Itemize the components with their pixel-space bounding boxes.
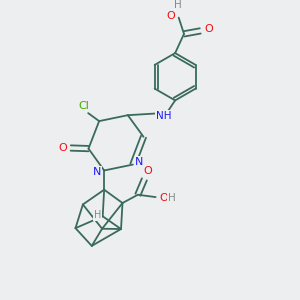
Text: O: O (143, 166, 152, 176)
Text: O: O (58, 143, 67, 153)
Text: H: H (94, 210, 101, 220)
Text: O: O (160, 193, 168, 203)
Text: O: O (204, 24, 213, 34)
Text: Cl: Cl (78, 101, 89, 111)
Text: N: N (93, 167, 101, 177)
Text: H: H (174, 0, 182, 10)
Text: NH: NH (156, 111, 172, 121)
Text: H: H (168, 193, 176, 203)
Text: O: O (167, 11, 176, 21)
Text: N: N (135, 157, 143, 167)
